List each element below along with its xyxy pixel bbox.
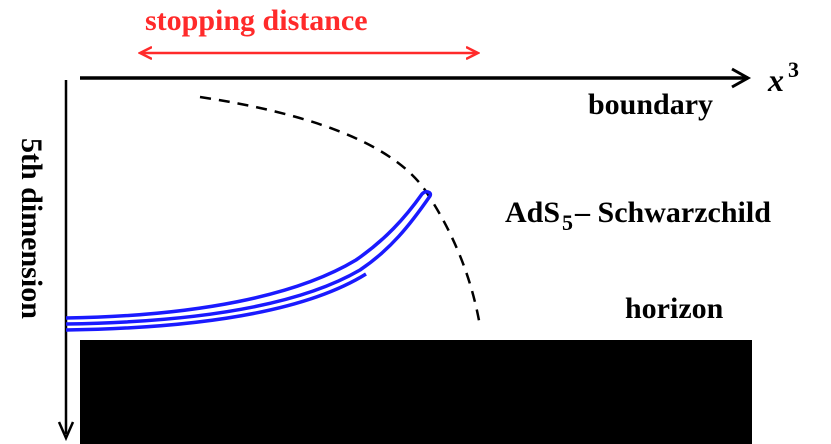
string-outer-bottom xyxy=(65,272,367,332)
ads-prefix: AdS xyxy=(505,196,561,229)
horizon-label: horizon xyxy=(625,292,724,325)
fifth-dimension-arrowhead xyxy=(57,421,75,442)
string-outer xyxy=(65,190,433,326)
dashed-trajectory xyxy=(199,95,482,327)
ads-subscript: 5 xyxy=(562,210,574,235)
x-axis-symbol: x xyxy=(768,62,784,98)
x-axis-superscript: 3 xyxy=(788,57,799,82)
stopping-distance-label: stopping distance xyxy=(145,4,368,37)
fifth-dimension-label: 5th dimension xyxy=(15,138,48,319)
boundary-axis-arrowhead xyxy=(731,67,752,89)
ads-schwarzchild-label: AdS5– Schwarzchild xyxy=(505,196,771,235)
ads-suffix: – Schwarzchild xyxy=(575,196,771,229)
horizon-block xyxy=(80,340,752,444)
boundary-label: boundary xyxy=(588,88,714,121)
